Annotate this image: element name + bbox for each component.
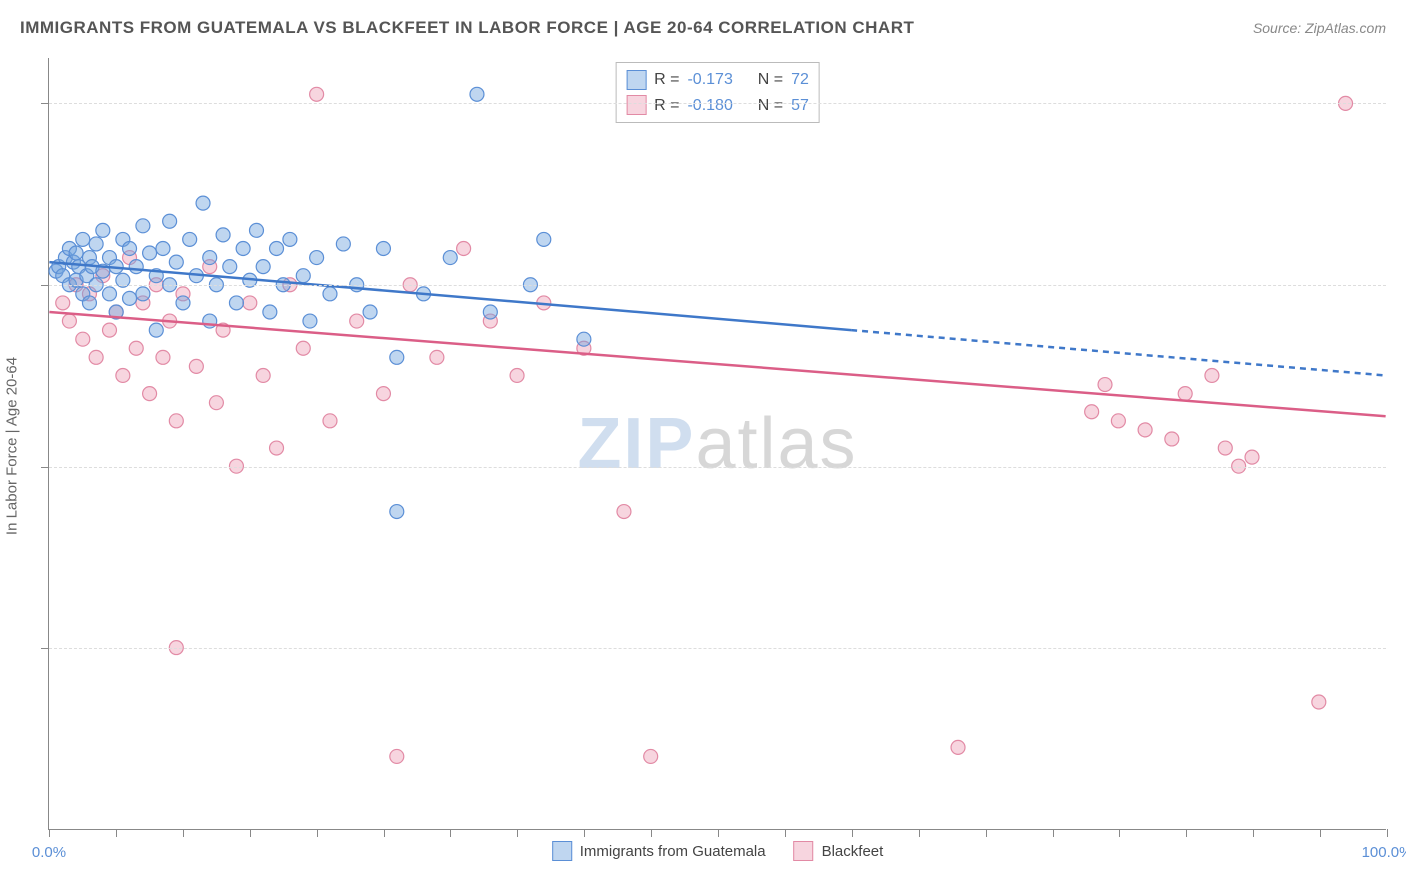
stats-legend: R = -0.173 N = 72 R = -0.180 N = 57 — [615, 62, 820, 123]
swatch-series-b — [626, 95, 646, 115]
n-label-b: N = — [758, 93, 783, 119]
x-tick-label-left: 0.0% — [32, 844, 66, 861]
legend-swatch-b — [794, 841, 814, 861]
y-tick-label: 100.0% — [1394, 95, 1406, 112]
stats-row-a: R = -0.173 N = 72 — [626, 67, 809, 93]
y-axis-label: In Labor Force | Age 20-64 — [4, 357, 21, 535]
legend-item-a: Immigrants from Guatemala — [552, 841, 766, 861]
chart-svg — [49, 58, 1386, 829]
n-value-a: 72 — [791, 67, 809, 93]
series-legend: Immigrants from Guatemala Blackfeet — [552, 841, 884, 861]
n-value-b: 57 — [791, 93, 809, 119]
title-bar: IMMIGRANTS FROM GUATEMALA VS BLACKFEET I… — [20, 18, 1386, 38]
n-label-a: N = — [758, 67, 783, 93]
chart-title: IMMIGRANTS FROM GUATEMALA VS BLACKFEET I… — [20, 18, 914, 38]
x-tick-label-right: 100.0% — [1362, 844, 1406, 861]
legend-swatch-a — [552, 841, 572, 861]
r-value-b: -0.180 — [687, 93, 732, 119]
y-tick-label: 60.0% — [1394, 458, 1406, 475]
r-label-b: R = — [654, 93, 679, 119]
stats-row-b: R = -0.180 N = 57 — [626, 93, 809, 119]
y-tick-label: 80.0% — [1394, 277, 1406, 294]
y-tick-label: 40.0% — [1394, 640, 1406, 657]
r-label-a: R = — [654, 67, 679, 93]
r-value-a: -0.173 — [687, 67, 732, 93]
swatch-series-a — [626, 70, 646, 90]
legend-label-a: Immigrants from Guatemala — [580, 843, 766, 860]
legend-label-b: Blackfeet — [822, 843, 884, 860]
source-label: Source: ZipAtlas.com — [1253, 20, 1386, 36]
plot-area: ZIPatlas R = -0.173 N = 72 R = -0.180 N … — [48, 58, 1386, 830]
legend-item-b: Blackfeet — [794, 841, 884, 861]
